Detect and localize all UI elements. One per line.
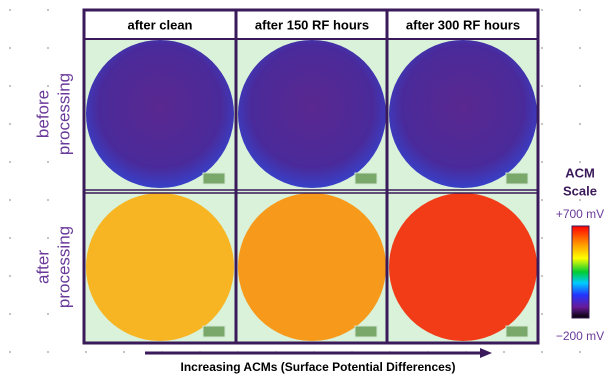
wafer-before-1 xyxy=(86,40,234,188)
wafer-after-3 xyxy=(389,193,537,341)
scale-bottom-label: −200 mV xyxy=(556,329,604,343)
column-header: after clean xyxy=(127,17,192,32)
row-label: before xyxy=(33,90,52,138)
wafer-after-1 xyxy=(86,193,234,341)
scale-top-label: +700 mV xyxy=(556,207,604,221)
page: after clean after 150 RF hours after 300… xyxy=(0,0,610,377)
scale-title: Scale xyxy=(563,183,597,198)
wafer-before-3 xyxy=(389,40,537,188)
column-header: after 300 RF hours xyxy=(406,17,520,32)
color-scale xyxy=(572,226,589,318)
wafer-before-2 xyxy=(238,40,386,188)
column-header: after 150 RF hours xyxy=(255,17,369,32)
axis-label: Increasing ACMs (Surface Potential Diffe… xyxy=(181,360,456,374)
row-label: processing xyxy=(54,226,73,308)
wafer-after-2 xyxy=(238,193,386,341)
row-label: processing xyxy=(54,73,73,155)
panels xyxy=(84,10,538,343)
figure: after clean after 150 RF hours after 300… xyxy=(0,0,610,377)
scale-title: ACM xyxy=(565,165,595,180)
row-label: after xyxy=(33,250,52,284)
